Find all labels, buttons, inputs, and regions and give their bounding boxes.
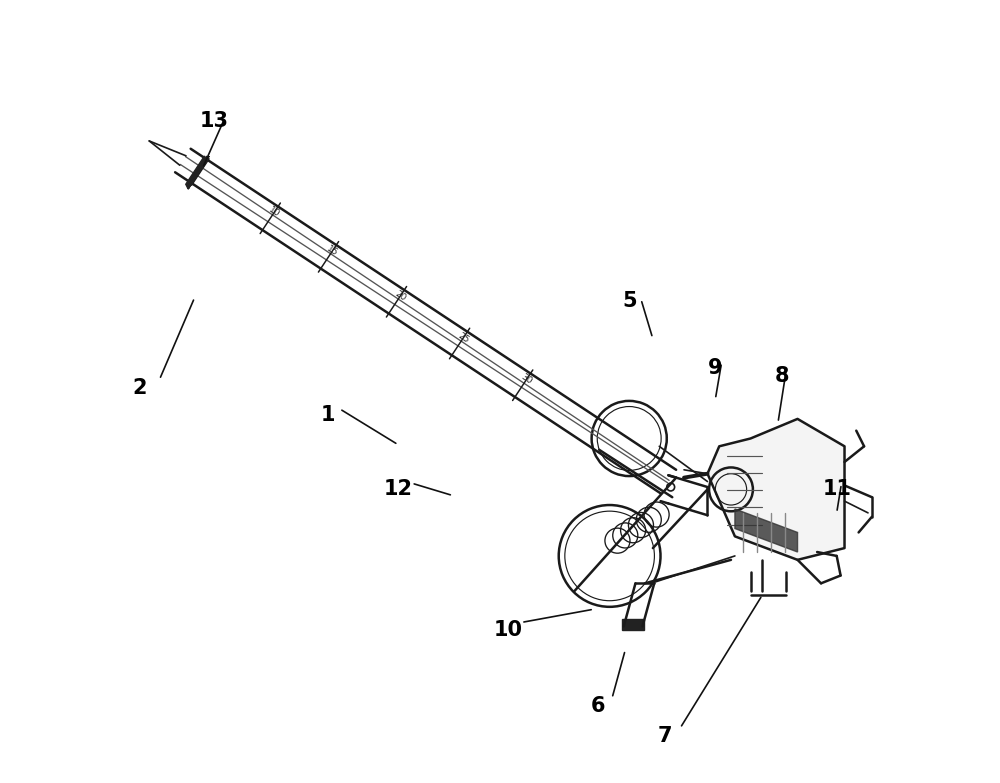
Text: 10: 10 [267,205,281,219]
Text: 8: 8 [775,366,789,386]
Polygon shape [707,419,845,560]
Text: 5: 5 [622,291,637,312]
Polygon shape [735,509,798,552]
Polygon shape [188,156,207,189]
Text: 13: 13 [200,111,229,132]
Text: 9: 9 [708,358,723,378]
Text: 25: 25 [456,330,471,345]
Text: 20: 20 [393,289,408,303]
Text: 12: 12 [384,479,413,500]
Text: 15: 15 [325,244,340,258]
Text: 11: 11 [822,479,851,500]
Text: 6: 6 [591,696,605,716]
Text: 30: 30 [519,373,534,386]
Polygon shape [186,156,207,189]
Text: 10: 10 [493,620,522,640]
Text: 2: 2 [133,377,147,398]
Polygon shape [188,156,209,189]
Text: 7: 7 [657,726,672,746]
Text: 1: 1 [320,405,335,425]
Polygon shape [622,619,644,630]
